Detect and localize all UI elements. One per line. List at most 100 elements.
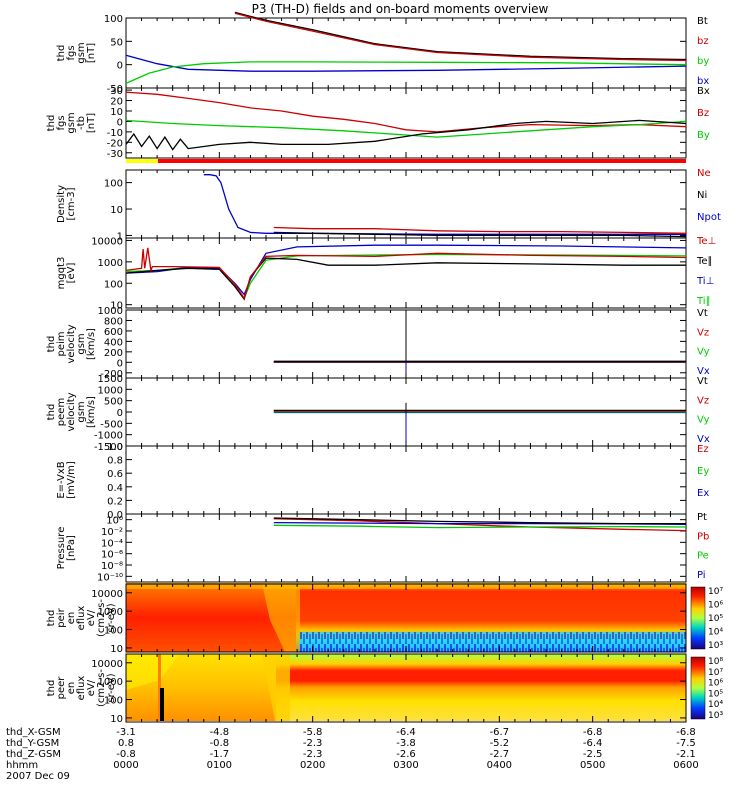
series-density-Ni xyxy=(273,231,687,238)
y-axis-label-line: velocity xyxy=(66,324,77,363)
series-fgs-gsm-Bt xyxy=(234,11,687,61)
y-tick-label: 100 xyxy=(104,179,123,190)
legend-pressure-1: Pb xyxy=(697,531,709,542)
footer-value: -2.6 xyxy=(396,749,416,760)
y-tick-label: -500 xyxy=(100,419,123,430)
y-tick-label: -20 xyxy=(107,138,123,149)
legend-fgs-gsm-0: Bt xyxy=(697,16,708,27)
y-tick-label: 0.6 xyxy=(107,469,123,480)
legend-fgs-gse-tb-1: Bz xyxy=(697,108,709,119)
footer-value: 0400 xyxy=(487,760,512,771)
series-fgs-gse-tb-Bz xyxy=(125,91,687,133)
y-axis-label-line: eflux xyxy=(76,606,87,631)
legend-density-0: Ne xyxy=(697,168,711,179)
y-axis-label-line: gsm xyxy=(76,333,87,354)
legend-peem-velocity-2: Vy xyxy=(697,415,710,426)
footer-value: -0.8 xyxy=(210,738,230,749)
legend-peim-velocity-2: Vy xyxy=(697,347,710,358)
y-tick-label: 30 xyxy=(110,86,123,97)
panel-frame xyxy=(125,169,687,239)
y-axis-label-line: thd xyxy=(56,45,67,62)
y-tick-label: 1 xyxy=(117,231,123,242)
footer-value: 0100 xyxy=(207,760,232,771)
footer-value: 0300 xyxy=(393,760,418,771)
colorbar-label: 10³ xyxy=(708,641,723,651)
y-axis-label-line: mgqt3 xyxy=(56,257,67,290)
footer-value: -6.7 xyxy=(490,727,510,738)
legend-pressure-3: Pi xyxy=(697,570,706,581)
series-pressure-Pb xyxy=(273,518,687,532)
y-axis-label-line: peer xyxy=(56,676,67,700)
electron-spectrogram-image xyxy=(126,654,686,721)
y-axis-label-line: -tb xyxy=(76,116,87,130)
legend-efield-1: Ey xyxy=(697,466,709,477)
y-axis-label-line: [cm-3] xyxy=(66,187,77,220)
legend-temperature-1: Te∥ xyxy=(696,256,713,267)
y-tick-label: 500 xyxy=(104,397,123,408)
footer-value: -6.4 xyxy=(583,738,603,749)
legend-temperature-2: Ti⊥ xyxy=(696,276,714,287)
series-pressure-Pe xyxy=(273,524,687,529)
y-tick-label: 100 xyxy=(104,279,123,290)
series-fgs-gsm-by xyxy=(125,61,687,84)
legend-fgs-gse-tb-2: By xyxy=(697,130,710,141)
y-axis-label-line: eV/ xyxy=(86,609,97,626)
legend-layer: BtbzbybxBxBzByNeNiNpotTe⊥Te∥Ti⊥Ti∥VtVzVy… xyxy=(696,16,721,581)
y-tick-label: 10⁻² xyxy=(101,527,123,538)
ion-spectrogram-image xyxy=(126,583,686,652)
series-temperature-Te⊥ xyxy=(125,247,687,300)
y-axis-label-line: thd xyxy=(46,610,57,627)
y-tick-label: 10 xyxy=(110,107,123,118)
series-temperature-Te∥ xyxy=(125,257,686,301)
y-tick-label: 10⁻⁴ xyxy=(101,538,123,549)
y-axis-label-line: thd xyxy=(46,680,57,697)
footer-value: -5.2 xyxy=(490,738,510,749)
footer-value: -7.5 xyxy=(676,738,696,749)
legend-peem-velocity-3: Vx xyxy=(697,434,710,445)
footer-value: 0600 xyxy=(673,760,698,771)
y-tick-label: -30 xyxy=(107,149,123,160)
legend-peem-velocity-0: Vt xyxy=(697,376,708,387)
colorbar-label: 10⁴ xyxy=(708,700,723,710)
y-axis-label-line: fgs xyxy=(56,115,67,130)
footer-value: -3.1 xyxy=(116,727,136,738)
footer-value: -2.7 xyxy=(490,749,510,760)
panel-temperature: 10000 1000 100 10 mgqt3 [eV] xyxy=(56,236,687,312)
footer-value: -6.4 xyxy=(396,727,416,738)
colorbar-label: 10⁵ xyxy=(708,689,723,699)
y-axis-label-line: peir xyxy=(56,607,67,627)
y-axis-label-line: en xyxy=(66,612,77,625)
colorbar-label: 10⁷ xyxy=(708,587,723,597)
y-axis-label-line: peem xyxy=(56,398,67,426)
panel-efield: 1.0 0.8 0.6 0.4 0.2 0.0 E=-VxB [mV/m] xyxy=(56,442,687,521)
y-tick-label: 0.0 xyxy=(107,510,123,521)
y-tick-label: 100 xyxy=(104,696,123,707)
legend-peim-velocity-1: Vz xyxy=(697,327,709,338)
colorbar-label: 10⁵ xyxy=(708,614,723,624)
y-tick-label: 10⁻⁶ xyxy=(101,550,123,561)
y-axis-label-line: eV/ xyxy=(86,679,97,696)
chart-title: P3 (TH-D) fields and on-board moments ov… xyxy=(252,2,549,16)
footer-value: -6.8 xyxy=(583,727,603,738)
y-tick-label: 10000 xyxy=(91,659,123,670)
y-tick-label: 1000 xyxy=(98,306,123,317)
y-axis-label-line: Pressure xyxy=(56,527,67,570)
y-axis-label-line: gsm xyxy=(76,401,87,422)
series-temperature-Ti⊥ xyxy=(125,244,687,296)
legend-efield-2: Ex xyxy=(697,488,709,499)
series-density-Ne xyxy=(273,226,687,234)
y-axis-label-line: thd xyxy=(46,115,57,132)
y-axis-label-line: gsm xyxy=(76,42,87,63)
panel-peir-eflux: 10000 1000 100 10 thd peir en eflux eV/(cm2-s-sr… xyxy=(46,583,723,655)
footer-value: -5.8 xyxy=(303,727,323,738)
colorbar xyxy=(690,656,706,720)
footer-row-label: thd_X-GSM xyxy=(6,727,61,738)
y-tick-label: 1000 xyxy=(98,677,123,688)
y-axis-label-line: (cm2-s- xyxy=(96,599,107,637)
y-tick-label: 10 xyxy=(110,714,123,725)
legend-fgs-gse-tb-0: Bx xyxy=(697,86,710,97)
y-axis-label-line: (cm2-s- xyxy=(96,669,107,707)
series-density-Npot xyxy=(203,174,686,235)
panel-peer-eflux: 10000 1000 100 10 thd peer en eflux eV/(cm2-s-sr… xyxy=(46,653,723,725)
legend-temperature-3: Ti∥ xyxy=(696,296,711,307)
